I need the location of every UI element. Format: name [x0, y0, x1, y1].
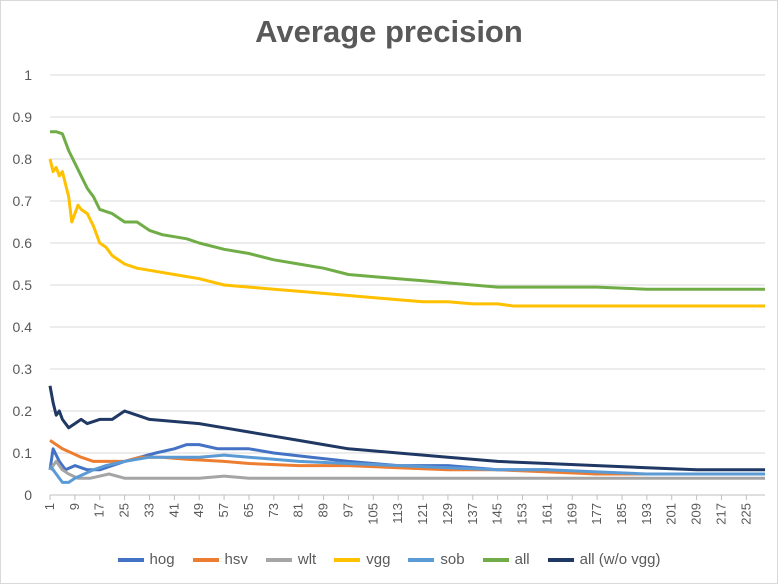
x-axis: 1 9 17 25 33 41 49 57 65 73 81 89 97 105 113 121 129 137 1… — [42, 495, 753, 525]
gridlines — [50, 74, 765, 496]
legend-item: hog — [117, 551, 175, 568]
series-line-vgg — [48, 158, 765, 308]
x-tick-label: 169 — [564, 503, 579, 525]
x-tick-label: 121 — [415, 503, 430, 525]
x-tick-label: 41 — [166, 503, 181, 517]
y-axis: 0 0.1 0.2 0.3 0.4 0.5 0.6 0.7 0.8 0.9 1 — [13, 67, 33, 503]
x-tick-label: 113 — [390, 503, 405, 524]
x-tick-label: 153 — [515, 503, 530, 525]
x-tick-label: 161 — [539, 503, 554, 525]
legend-swatch — [408, 557, 435, 562]
x-tick-label: 193 — [639, 503, 654, 525]
y-tick-label: 0.6 — [13, 235, 33, 251]
legend-swatch — [265, 557, 292, 562]
y-tick-label: 0.3 — [13, 361, 33, 377]
legend-item: wlt — [265, 551, 317, 568]
y-tick-label: 1 — [24, 67, 32, 83]
legend-label: all (w/o vgg) — [579, 551, 661, 568]
legend-label: hog — [149, 551, 175, 568]
x-tick-label: 209 — [689, 503, 704, 525]
x-tick-label: 49 — [191, 503, 206, 517]
x-tick-label: 57 — [216, 503, 231, 517]
legend-swatch — [192, 557, 219, 562]
series-line-all — [50, 130, 765, 291]
x-tick-label: 9 — [67, 503, 82, 510]
legend-label: hsv — [224, 551, 248, 568]
x-tick-label: 65 — [241, 503, 256, 517]
x-tick-label: 201 — [664, 503, 679, 525]
legend: hog hsv wlt vgg sob all all (w/o vgg) — [0, 551, 778, 568]
x-tick-label: 185 — [614, 503, 629, 525]
x-tick-label: 105 — [365, 503, 380, 525]
legend-item: hsv — [192, 551, 248, 568]
series-line-sob — [48, 453, 765, 484]
x-tick-label: 33 — [141, 503, 156, 517]
y-tick-label: 0.5 — [13, 277, 33, 293]
legend-item: vgg — [334, 551, 390, 568]
y-tick-label: 0.9 — [13, 109, 33, 125]
x-tick-label: 81 — [291, 503, 306, 517]
x-tick-label: 89 — [316, 503, 331, 517]
x-tick-label: 217 — [713, 503, 728, 525]
series-line-all-w-o-vgg — [48, 385, 765, 472]
legend-label: vgg — [366, 551, 391, 568]
x-tick-label: 17 — [92, 503, 107, 517]
series-lines — [48, 130, 765, 484]
legend-label: wlt — [297, 551, 317, 568]
legend-swatch — [117, 557, 144, 562]
legend-swatch — [334, 557, 361, 562]
y-tick-label: 0 — [24, 487, 32, 503]
series-line-hsv — [49, 439, 765, 476]
chart-title: Average precision — [255, 14, 523, 49]
y-tick-label: 0.2 — [13, 403, 33, 419]
x-tick-label: 1 — [42, 503, 57, 510]
x-tick-label: 129 — [440, 503, 455, 525]
x-tick-label: 145 — [490, 503, 505, 525]
x-tick-label: 225 — [738, 503, 753, 525]
x-tick-label: 137 — [465, 503, 480, 525]
x-tick-label: 177 — [589, 503, 604, 525]
legend-label: all — [514, 551, 530, 568]
y-tick-label: 0.7 — [13, 193, 33, 209]
y-tick-label: 0.1 — [13, 445, 33, 461]
plot-area: 0 0.1 0.2 0.3 0.4 0.5 0.6 0.7 0.8 0.9 1 1 9 17 25 33 41… — [13, 67, 765, 525]
x-tick-label: 25 — [117, 503, 132, 517]
y-tick-label: 0.8 — [13, 151, 33, 167]
x-tick-label: 97 — [340, 503, 355, 517]
legend-label: sob — [440, 551, 465, 568]
y-tick-label: 0.4 — [13, 319, 33, 335]
legend-swatch — [482, 557, 509, 562]
series-line-wlt — [48, 459, 765, 480]
legend-item: all (w/o vgg) — [547, 551, 661, 568]
legend-item: all — [482, 551, 530, 568]
legend-swatch — [547, 557, 574, 562]
x-tick-label: 73 — [266, 503, 281, 517]
legend-item: sob — [408, 551, 465, 568]
